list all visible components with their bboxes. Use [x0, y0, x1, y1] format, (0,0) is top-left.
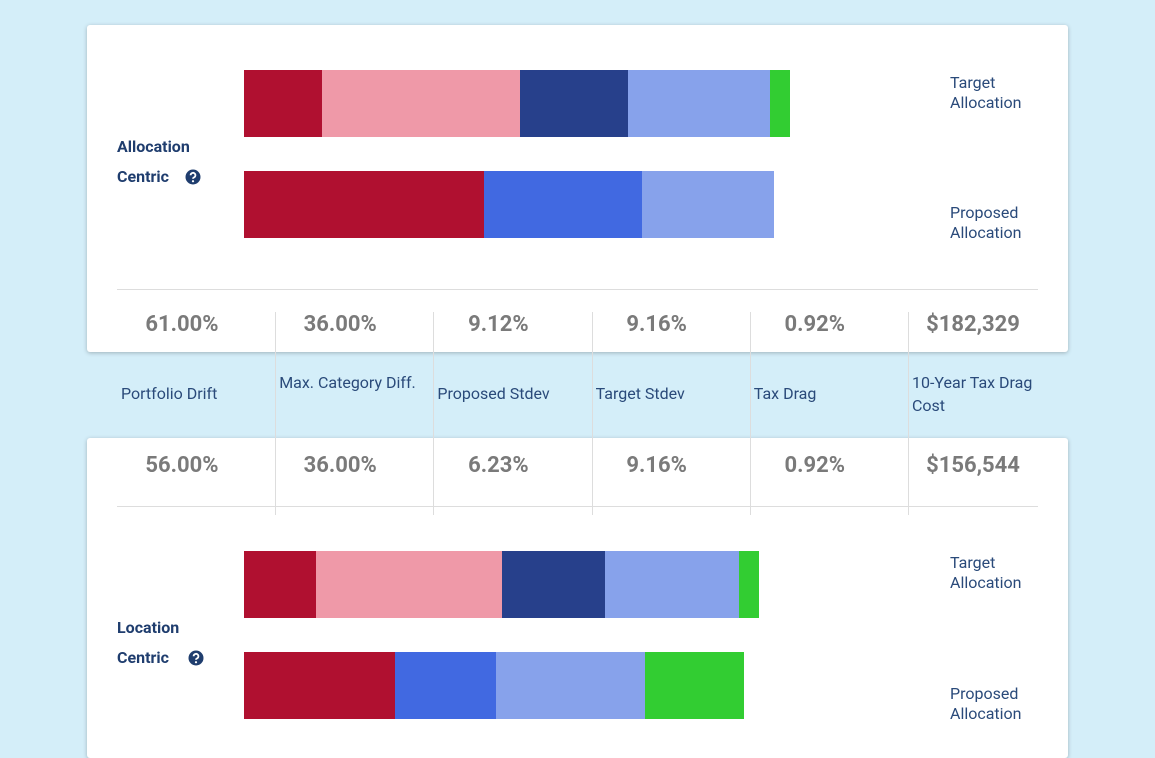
metric-label: Max. Category Diff. — [279, 373, 416, 392]
help-icon[interactable] — [185, 169, 201, 185]
bar-segment — [628, 70, 771, 137]
bar-segment — [641, 171, 774, 238]
bar-segment — [395, 652, 496, 719]
bar-segment — [244, 551, 316, 618]
metric-label: 10-Year Tax Drag Cost — [912, 373, 1033, 415]
bar-label: Proposed Allocation — [950, 203, 1022, 242]
column-divider — [591, 312, 593, 515]
metric-value: 56.00% — [145, 453, 219, 478]
divider — [117, 289, 1038, 290]
metric-value: $156,544 — [926, 453, 1020, 478]
bar-label: Target Allocation — [950, 73, 1022, 112]
bar-segment — [322, 70, 520, 137]
metric-value: 9.12% — [468, 312, 529, 337]
bar-label: Proposed Allocation — [950, 684, 1022, 723]
column-divider — [433, 312, 435, 515]
metric-value: $182,329 — [926, 312, 1020, 337]
section-title: Location Centric — [117, 618, 180, 667]
metric-value: 9.16% — [626, 453, 687, 478]
bar-label: Target Allocation — [950, 553, 1022, 592]
bar-segment — [496, 652, 645, 719]
bar-segment — [244, 171, 484, 238]
column-divider — [749, 312, 751, 515]
metric-value: 9.16% — [626, 312, 687, 337]
column-divider — [275, 312, 277, 515]
bar-segment — [244, 652, 396, 719]
bar-segment — [484, 171, 642, 238]
metric-label: Target Stdev — [595, 384, 685, 403]
metric-value: 61.00% — [145, 312, 219, 337]
bar-segment — [520, 70, 628, 137]
divider — [117, 506, 1038, 507]
bar-segment — [739, 551, 759, 618]
bar-segment — [644, 652, 744, 719]
bar-segment — [244, 70, 322, 137]
page: Allocation Centric Target Allocation Propo… — [87, 25, 1068, 758]
bar-segment — [316, 551, 502, 618]
metric-value: 0.92% — [784, 453, 846, 478]
metric-label: Tax Drag — [753, 384, 817, 403]
metric-value: 36.00% — [303, 312, 377, 337]
metric-value: 6.23% — [468, 453, 529, 478]
bar-segment — [605, 551, 739, 618]
metric-value: 36.00% — [303, 453, 377, 478]
help-glyph[interactable] — [188, 650, 204, 666]
bar-segment — [502, 551, 606, 618]
metric-value: 0.92% — [784, 312, 846, 337]
section-title: Allocation Centric — [117, 137, 190, 186]
metric-label: Proposed Stdev — [437, 384, 550, 403]
help-glyph[interactable] — [185, 169, 201, 185]
column-divider — [908, 312, 909, 515]
metric-label: Portfolio Drift — [121, 384, 218, 403]
bar-segment — [770, 70, 790, 137]
help-icon[interactable] — [188, 650, 204, 666]
